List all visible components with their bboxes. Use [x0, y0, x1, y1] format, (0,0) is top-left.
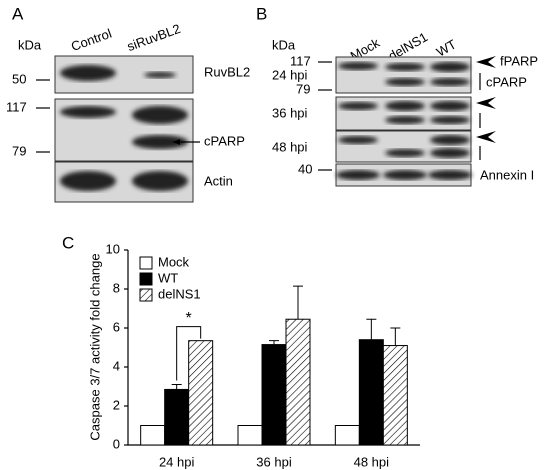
error-bar	[171, 384, 182, 390]
band	[430, 62, 470, 72]
band	[338, 136, 378, 144]
bar	[164, 388, 190, 446]
blot-label: cPARP	[486, 74, 527, 89]
band	[430, 101, 470, 111]
y-tick-label: 4	[113, 358, 120, 373]
band	[428, 170, 472, 180]
blot-label: fPARP	[500, 53, 538, 68]
error-bar	[366, 318, 377, 340]
band	[60, 171, 116, 191]
marker: 117	[6, 99, 27, 114]
blot-label: cPARP	[204, 133, 245, 148]
time-label: 36 hpi	[272, 105, 308, 120]
unit: kDa	[272, 37, 296, 52]
arrow-head	[173, 139, 180, 145]
band	[430, 135, 470, 145]
panel-a: A kDa Control siRuvBL2 50 117 79 RuvBL2 …	[6, 4, 250, 203]
annotation: *	[186, 310, 192, 327]
x-tick-label: 48 hpi	[354, 454, 390, 469]
legend-swatch	[139, 272, 153, 286]
band	[385, 63, 425, 71]
y-tick-label: 6	[113, 319, 120, 334]
marker: 117	[290, 53, 311, 68]
error-bar	[390, 327, 401, 346]
y-tick-label: 2	[113, 397, 120, 412]
y-axis-label: Caspase 3/7 activity fold change	[87, 253, 102, 440]
error-bar	[269, 340, 279, 345]
significance-bracket	[176, 326, 202, 381]
band	[385, 101, 425, 111]
bar	[140, 425, 166, 446]
blot-label: RuvBL2	[204, 64, 250, 79]
band	[385, 78, 425, 86]
marker: 79	[296, 81, 310, 96]
bar	[358, 339, 384, 446]
legend-label: Mock	[158, 254, 190, 269]
bar	[188, 340, 214, 446]
lane-label: siRuvBL2	[125, 21, 182, 54]
marker: 40	[298, 161, 312, 176]
band	[338, 62, 378, 70]
time-label: 48 hpi	[272, 139, 308, 154]
blot-label: Annexin I	[480, 167, 534, 182]
band	[60, 106, 116, 118]
panel-letter: C	[62, 233, 74, 252]
legend-label: WT	[158, 270, 178, 285]
blot-label: Actin	[204, 173, 233, 188]
legend-swatch	[139, 256, 153, 270]
x-tick-label: 36 hpi	[256, 454, 292, 469]
band	[385, 116, 425, 124]
band	[430, 78, 470, 86]
band	[60, 65, 116, 81]
band	[144, 72, 176, 78]
band	[383, 170, 427, 180]
y-tick-label: 0	[113, 436, 120, 451]
bar	[285, 318, 311, 446]
bar	[382, 345, 408, 446]
panel-letter: A	[12, 4, 24, 23]
band	[430, 116, 470, 124]
lane-label: WT	[434, 36, 459, 59]
bar	[237, 425, 263, 446]
bar	[261, 344, 287, 446]
band	[132, 135, 188, 149]
band	[132, 171, 188, 191]
band	[430, 148, 470, 158]
legend-swatch	[139, 288, 153, 302]
unit: kDa	[18, 37, 42, 52]
time-label: 24 hpi	[272, 67, 308, 82]
marker: 79	[12, 143, 26, 158]
error-bar	[293, 285, 303, 320]
panel-c: C Caspase 3/7 activity fold change 0 2 4 6 8…	[62, 233, 420, 469]
band	[385, 149, 425, 157]
lane-label: Control	[69, 26, 114, 54]
legend-label: delNS1	[158, 286, 201, 301]
band	[338, 102, 378, 110]
y-tick-label: 10	[106, 241, 120, 256]
bar	[334, 425, 360, 446]
band	[132, 106, 188, 124]
panel-letter: B	[256, 4, 267, 23]
y-tick-label: 8	[113, 280, 120, 295]
marker: 50	[12, 71, 26, 86]
band	[336, 170, 380, 180]
x-tick-label: 24 hpi	[159, 454, 195, 469]
panel-b: B kDa Mock delNS1 WT 117 79 40 24 hpi 36…	[256, 4, 538, 187]
arrow-head	[476, 56, 496, 143]
